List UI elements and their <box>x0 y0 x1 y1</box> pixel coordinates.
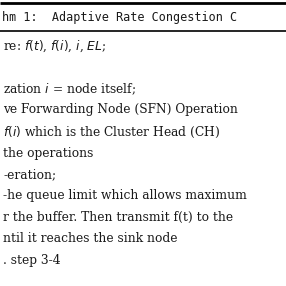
Text: ntil it reaches the sink node: ntil it reaches the sink node <box>3 233 178 245</box>
Text: the operations: the operations <box>3 146 93 160</box>
Text: zation $i$ = node itself;: zation $i$ = node itself; <box>3 82 136 98</box>
Text: -he queue limit which allows maximum: -he queue limit which allows maximum <box>3 190 247 202</box>
Text: hm 1:  Adaptive Rate Congestion C: hm 1: Adaptive Rate Congestion C <box>2 11 237 23</box>
Text: -eration;: -eration; <box>3 168 56 181</box>
Text: $f(i)$ which is the Cluster Head (CH): $f(i)$ which is the Cluster Head (CH) <box>3 125 220 140</box>
Text: ve Forwarding Node (SFN) Operation: ve Forwarding Node (SFN) Operation <box>3 104 238 116</box>
Text: re: $f(t)$, $f(i)$, $i$, $EL$;: re: $f(t)$, $f(i)$, $i$, $EL$; <box>3 39 106 54</box>
Text: . step 3-4: . step 3-4 <box>3 254 61 267</box>
Text: r the buffer. Then transmit f(t) to the: r the buffer. Then transmit f(t) to the <box>3 211 233 224</box>
